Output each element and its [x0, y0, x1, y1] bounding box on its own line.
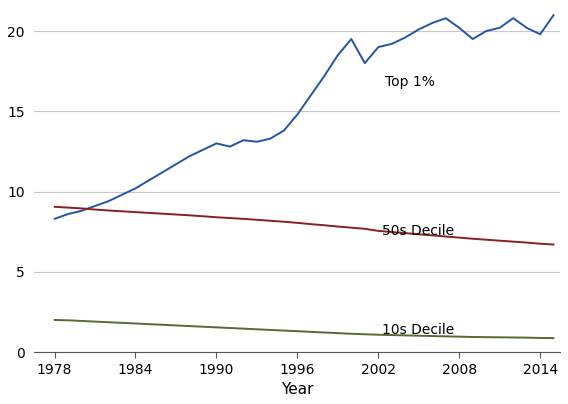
Text: 10s Decile: 10s Decile: [382, 323, 454, 337]
Text: Top 1%: Top 1%: [385, 76, 435, 89]
X-axis label: Year: Year: [281, 382, 314, 397]
Text: 50s Decile: 50s Decile: [382, 224, 454, 238]
